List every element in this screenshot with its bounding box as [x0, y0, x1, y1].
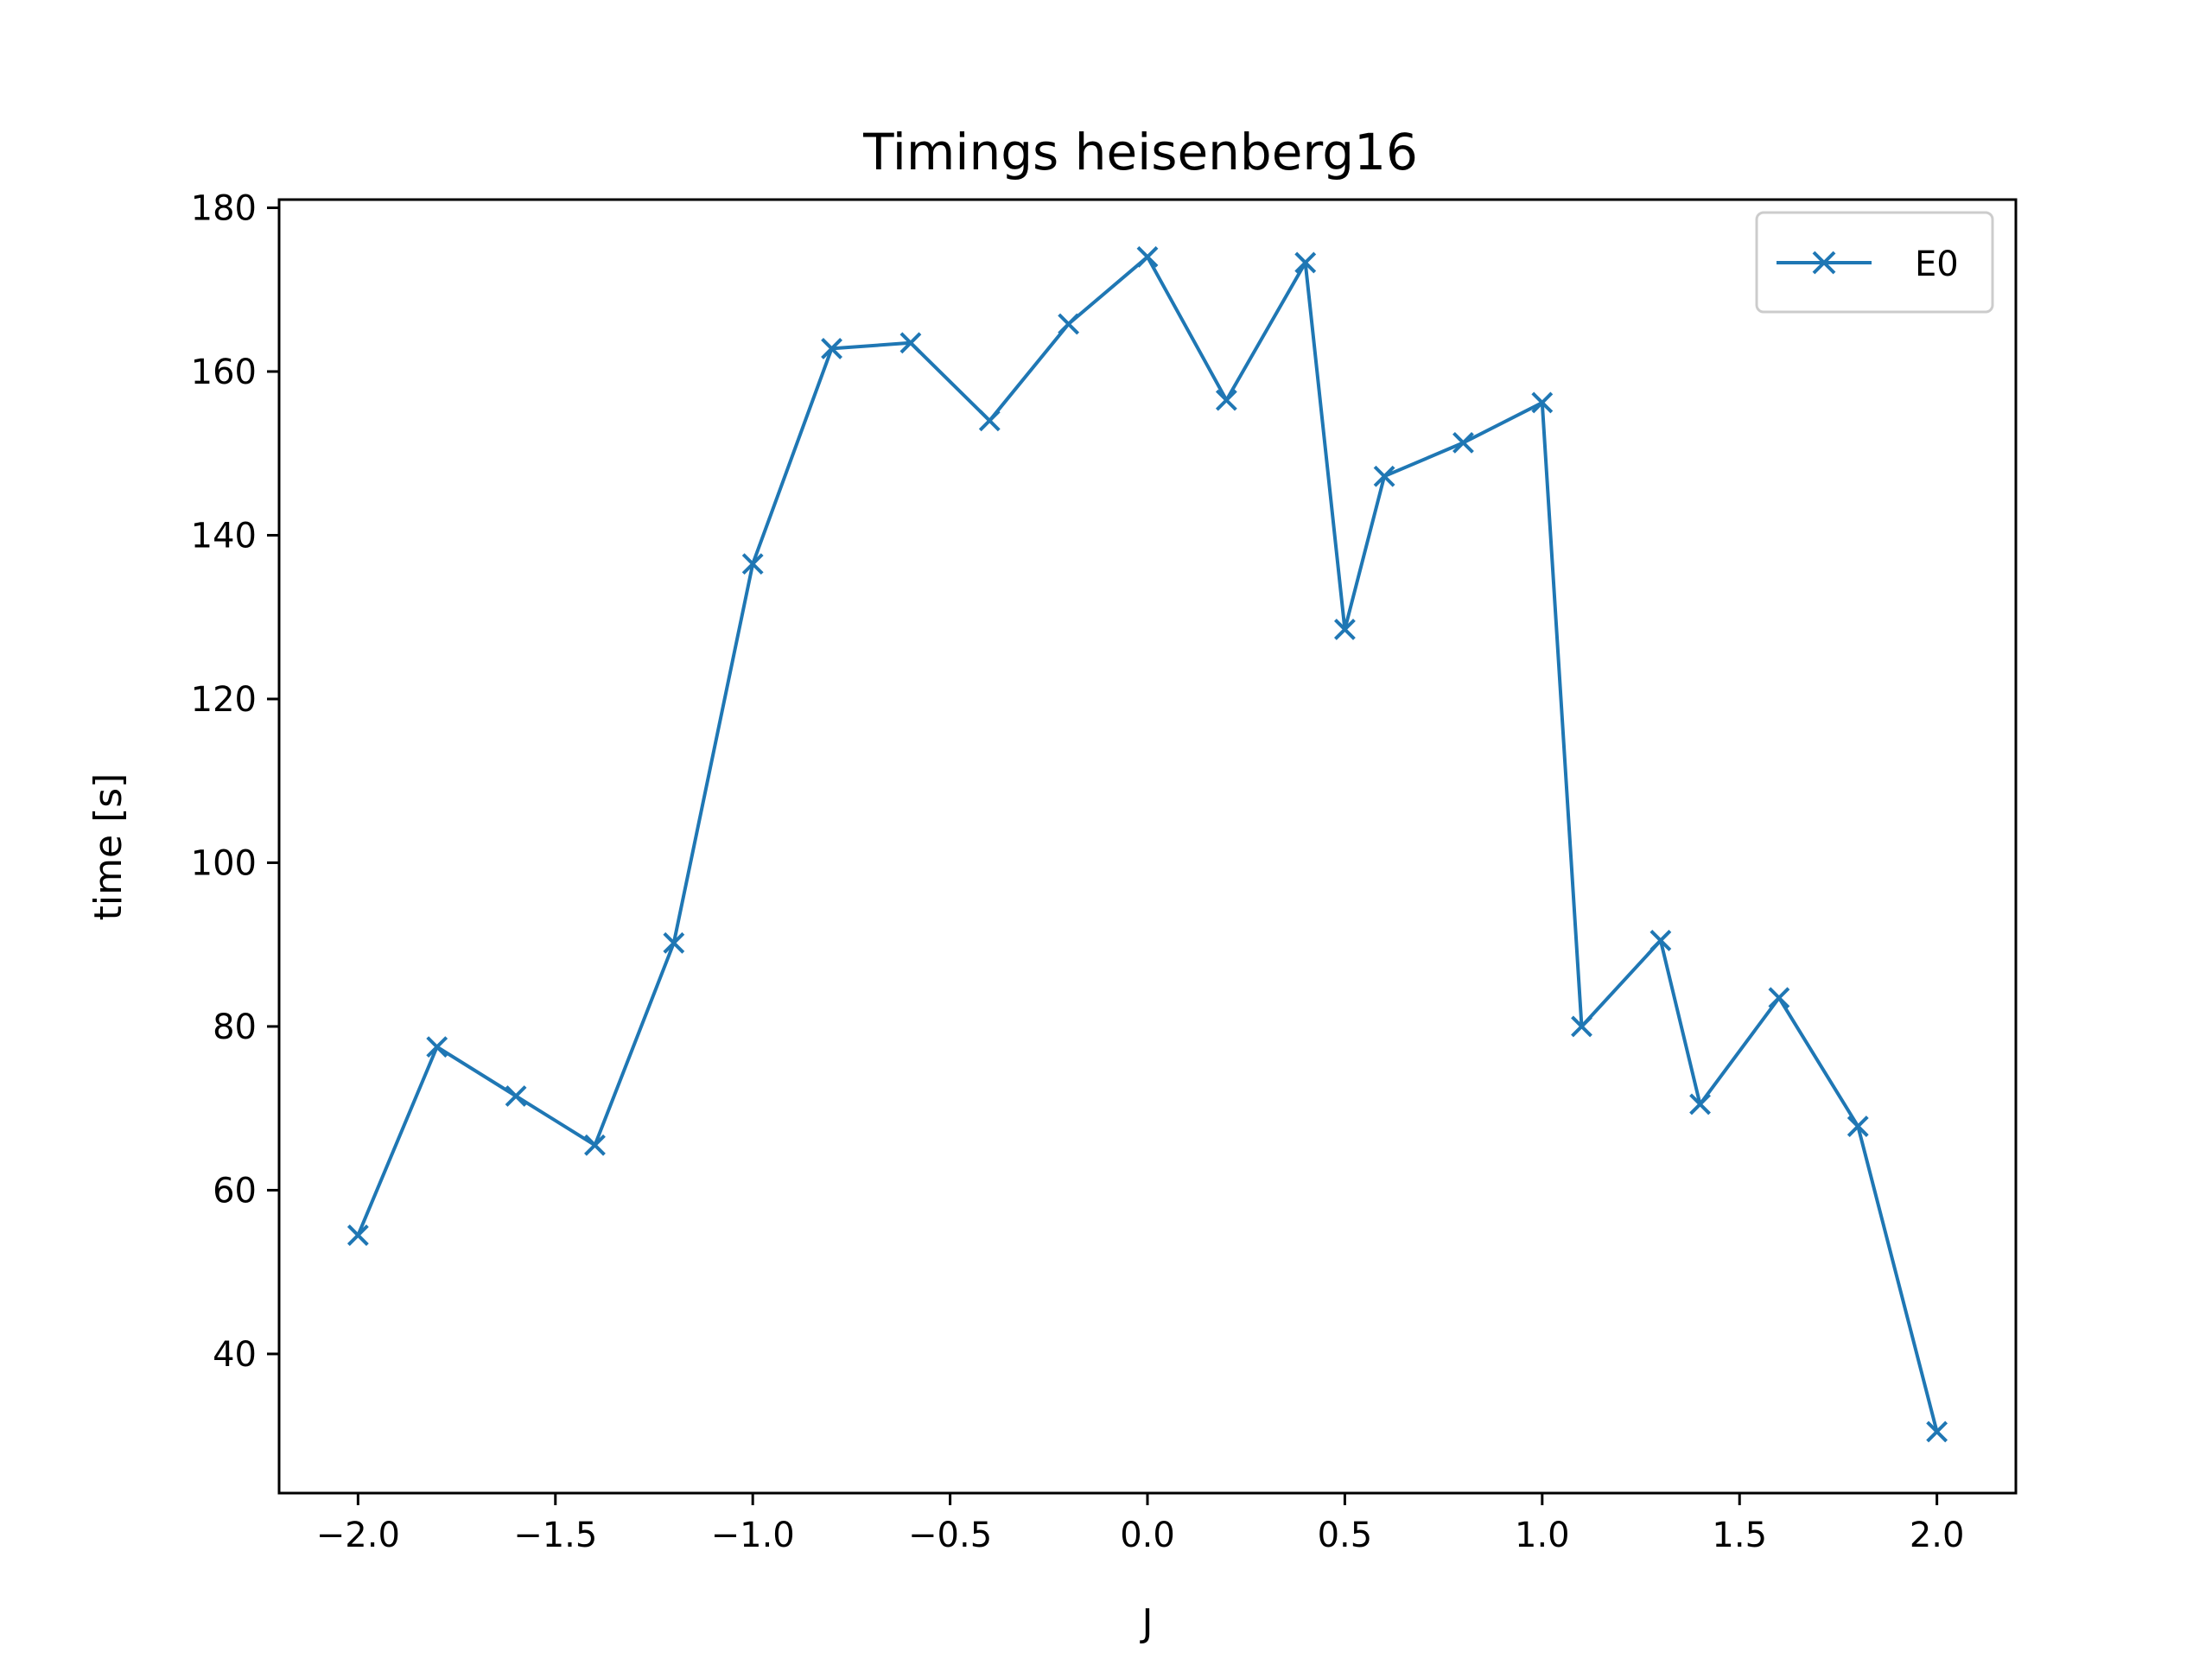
data-point: [1689, 1093, 1711, 1116]
y-axis-title: time [s]: [86, 773, 130, 921]
x-tick-label: −0.5: [908, 1516, 992, 1555]
data-point: [1058, 313, 1080, 335]
data-point: [1215, 389, 1237, 411]
series-layer: [346, 245, 1948, 1443]
legend-box: [1755, 211, 1994, 314]
data-point: [1926, 1421, 1948, 1443]
legend-label-e0: E0: [1915, 245, 1959, 284]
data-point: [1768, 987, 1790, 1009]
x-axis: −2.0 −1.5 −1.0 −0.5 0.0 0.5 1.0 1.5 2.0: [316, 1493, 1965, 1555]
data-point: [741, 553, 764, 575]
y-tick-label: 160: [191, 353, 257, 392]
x-tick-label: −2.0: [316, 1516, 400, 1555]
x-tick-label: −1.0: [711, 1516, 795, 1555]
data-point: [1649, 930, 1672, 951]
data-point: [821, 338, 842, 359]
data-point: [505, 1085, 527, 1107]
x-tick-label: 1.0: [1515, 1516, 1570, 1555]
x-tick-label: 1.5: [1712, 1516, 1767, 1555]
legend: E0: [1755, 211, 1994, 314]
data-point: [1531, 391, 1554, 414]
y-tick-label: 40: [213, 1335, 257, 1375]
x-axis-title: J: [1140, 1601, 1154, 1645]
data-point: [1452, 431, 1474, 454]
chart-title: Timings heisenberg16: [862, 123, 1418, 181]
y-tick-label: 120: [191, 680, 257, 720]
data-point: [1373, 465, 1395, 487]
data-point: [978, 410, 1001, 432]
y-tick-label: 140: [191, 516, 257, 556]
data-point: [663, 931, 685, 954]
x-tick-label: −1.5: [513, 1516, 597, 1555]
x-tick-label: 0.5: [1318, 1516, 1373, 1555]
data-point: [584, 1134, 606, 1156]
y-tick-label: 80: [213, 1007, 257, 1047]
data-point: [1294, 251, 1317, 274]
y-tick-label: 180: [191, 188, 257, 228]
legend-marker-sample: [1812, 251, 1836, 275]
y-axis: 40 60 80 100 120 140 160 180: [191, 188, 279, 1375]
data-point: [1571, 1015, 1592, 1038]
x-tick-label: 2.0: [1910, 1516, 1965, 1555]
data-point: [1136, 245, 1159, 268]
data-point: [426, 1036, 448, 1058]
y-tick-label: 100: [191, 843, 257, 883]
data-point: [1847, 1116, 1869, 1137]
y-tick-label: 60: [213, 1171, 257, 1211]
data-point: [1333, 619, 1356, 640]
data-point: [899, 332, 922, 354]
data-point: [346, 1224, 369, 1246]
x-tick-label: 0.0: [1120, 1516, 1175, 1555]
